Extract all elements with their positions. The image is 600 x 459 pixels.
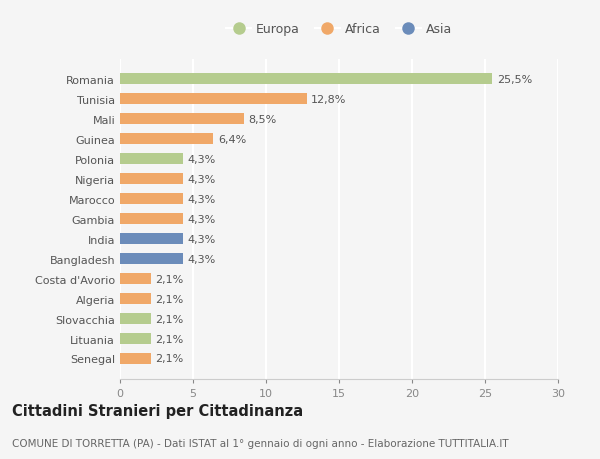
Bar <box>120 274 151 285</box>
Text: 6,4%: 6,4% <box>218 134 246 145</box>
Bar <box>120 214 183 224</box>
Text: COMUNE DI TORRETTA (PA) - Dati ISTAT al 1° gennaio di ogni anno - Elaborazione T: COMUNE DI TORRETTA (PA) - Dati ISTAT al … <box>12 438 509 448</box>
Text: 4,3%: 4,3% <box>187 254 215 264</box>
Bar <box>120 134 214 145</box>
Text: 2,1%: 2,1% <box>155 334 183 344</box>
Text: 4,3%: 4,3% <box>187 174 215 185</box>
Bar <box>120 114 244 125</box>
Bar <box>120 194 183 205</box>
Bar <box>120 293 151 304</box>
Bar <box>120 74 493 85</box>
Bar <box>120 174 183 185</box>
Text: 25,5%: 25,5% <box>497 75 532 84</box>
Bar <box>120 234 183 245</box>
Legend: Europa, Africa, Asia: Europa, Africa, Asia <box>221 18 457 41</box>
Text: 4,3%: 4,3% <box>187 154 215 164</box>
Text: 4,3%: 4,3% <box>187 194 215 204</box>
Text: 4,3%: 4,3% <box>187 234 215 244</box>
Text: 2,1%: 2,1% <box>155 314 183 324</box>
Bar <box>120 333 151 344</box>
Bar <box>120 154 183 165</box>
Text: Cittadini Stranieri per Cittadinanza: Cittadini Stranieri per Cittadinanza <box>12 403 303 419</box>
Bar <box>120 313 151 325</box>
Text: 2,1%: 2,1% <box>155 274 183 284</box>
Bar <box>120 253 183 264</box>
Text: 12,8%: 12,8% <box>311 95 347 105</box>
Bar <box>120 94 307 105</box>
Text: 8,5%: 8,5% <box>248 115 277 124</box>
Text: 2,1%: 2,1% <box>155 294 183 304</box>
Text: 2,1%: 2,1% <box>155 354 183 364</box>
Text: 4,3%: 4,3% <box>187 214 215 224</box>
Bar <box>120 353 151 364</box>
